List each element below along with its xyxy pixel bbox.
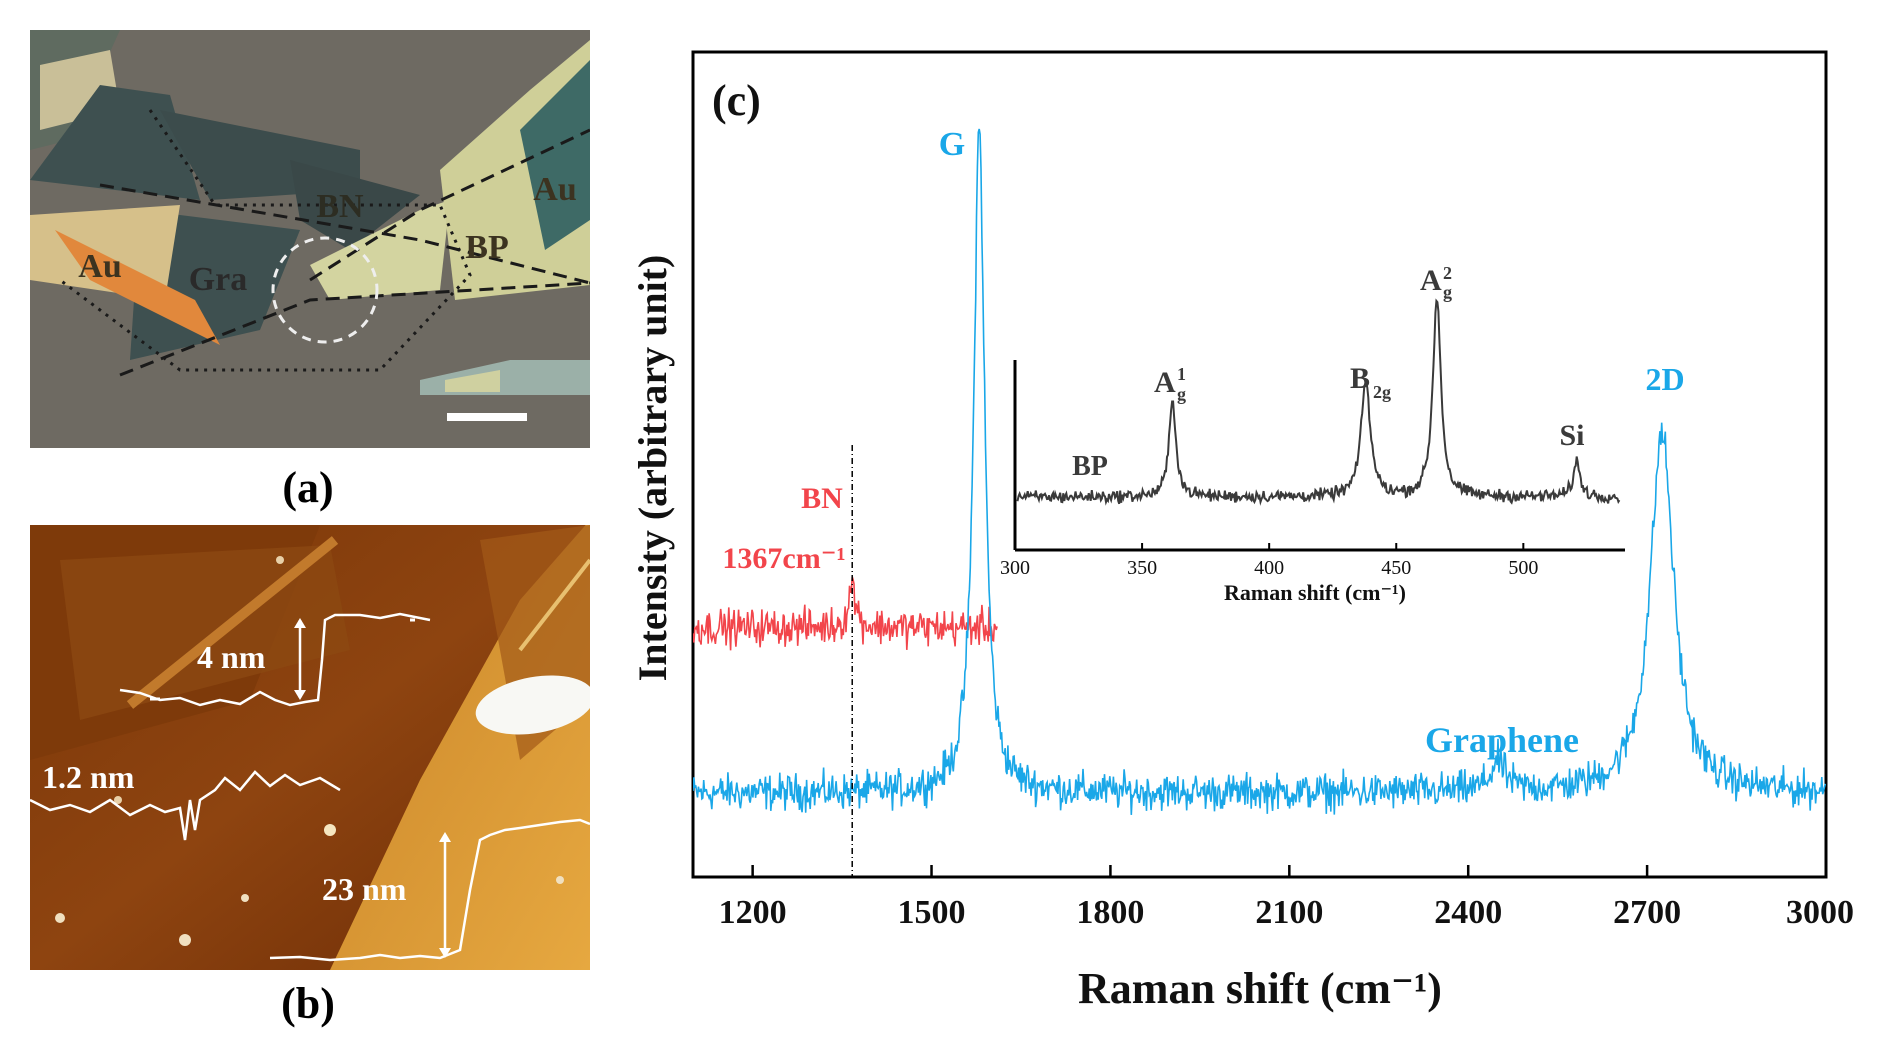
afm-label-23nm: 23 nm: [322, 871, 407, 907]
x-tick-label-2400: 2400: [1434, 894, 1502, 931]
panel-a-optical-image: [30, 30, 590, 448]
afm-profile-23nm: [269, 818, 591, 962]
a1g-sup: 1: [1177, 364, 1186, 384]
inset-x-axis: 300 350 400 450 500: [1000, 543, 1538, 579]
caption-a: (a): [282, 463, 333, 512]
label-gra: Gra: [189, 261, 248, 298]
panel-b-afm-image: [30, 525, 590, 970]
a2g-peak-label: A 2 g: [1420, 263, 1452, 302]
a1g-sub: g: [1177, 384, 1186, 404]
x-axis: 1200 1500 1800 2100 2400 2700 3000: [719, 865, 1854, 931]
bp-series-line: [1016, 298, 1621, 506]
plot-frame: [691, 50, 1828, 879]
inset-x-tick-label-500: 500: [1508, 557, 1538, 579]
label-au-left: Au: [78, 248, 121, 285]
x-tick-label-2100: 2100: [1255, 894, 1323, 931]
bn-series-line: [693, 576, 998, 651]
a2g-sup: 2: [1443, 263, 1452, 283]
y-axis-title: Intensity (arbitrary unit): [630, 255, 675, 682]
g-peak-label: G: [939, 126, 965, 163]
twod-peak-label: 2D: [1645, 361, 1684, 397]
label-bn: BN: [316, 188, 364, 225]
inset-x-tick-label-400: 400: [1254, 557, 1284, 579]
x-axis-title: Raman shift (cm⁻¹): [1078, 964, 1442, 1013]
x-tick-label-1200: 1200: [719, 894, 787, 931]
bn-position-label: 1367cm⁻¹: [722, 542, 845, 575]
afm-label-1-2nm: 1.2 nm: [42, 759, 135, 795]
inset-x-tick-label-300: 300: [1000, 557, 1030, 579]
x-tick-label-3000: 3000: [1786, 894, 1854, 931]
bp-label: BP: [1072, 451, 1108, 482]
afm-label-4nm: 4 nm: [197, 639, 266, 675]
a1g-base: A: [1154, 366, 1176, 399]
raman-chart: 1200 1500 1800 2100 2400 2700 3000 (c) Raman s…: [630, 50, 1854, 1013]
x-tick-label-2700: 2700: [1613, 894, 1681, 931]
graphene-label: Graphene: [1425, 720, 1579, 760]
inset-x-tick-label-350: 350: [1127, 557, 1157, 579]
bn-label: BN: [801, 482, 843, 515]
x-tick-label-1800: 1800: [1076, 894, 1144, 931]
label-bp: BP: [465, 229, 508, 266]
a2g-sub: g: [1443, 282, 1452, 302]
b2g-sub: 2g: [1373, 382, 1391, 402]
bp-inset: 300 350 400 450 500 Raman shift (cm⁻¹) BP A …: [1000, 263, 1625, 605]
a1g-peak-label: A 1 g: [1154, 364, 1186, 404]
a2g-base: A: [1420, 264, 1442, 297]
afm-profile-4nm: [119, 612, 431, 707]
label-au-right: Au: [533, 171, 576, 208]
graphene-series-line: [693, 128, 1826, 815]
inset-x-axis-title: Raman shift (cm⁻¹): [1224, 580, 1406, 605]
x-tick-label-1500: 1500: [898, 894, 966, 931]
b2g-base: B: [1350, 362, 1370, 395]
inset-x-tick-label-450: 450: [1381, 557, 1411, 579]
panel-c-label: (c): [712, 76, 761, 125]
si-peak-label: Si: [1559, 419, 1584, 452]
afm-profile-1-2nm: [29, 770, 341, 841]
b2g-peak-label: B 2g: [1350, 362, 1391, 402]
caption-b: (b): [281, 979, 335, 1028]
